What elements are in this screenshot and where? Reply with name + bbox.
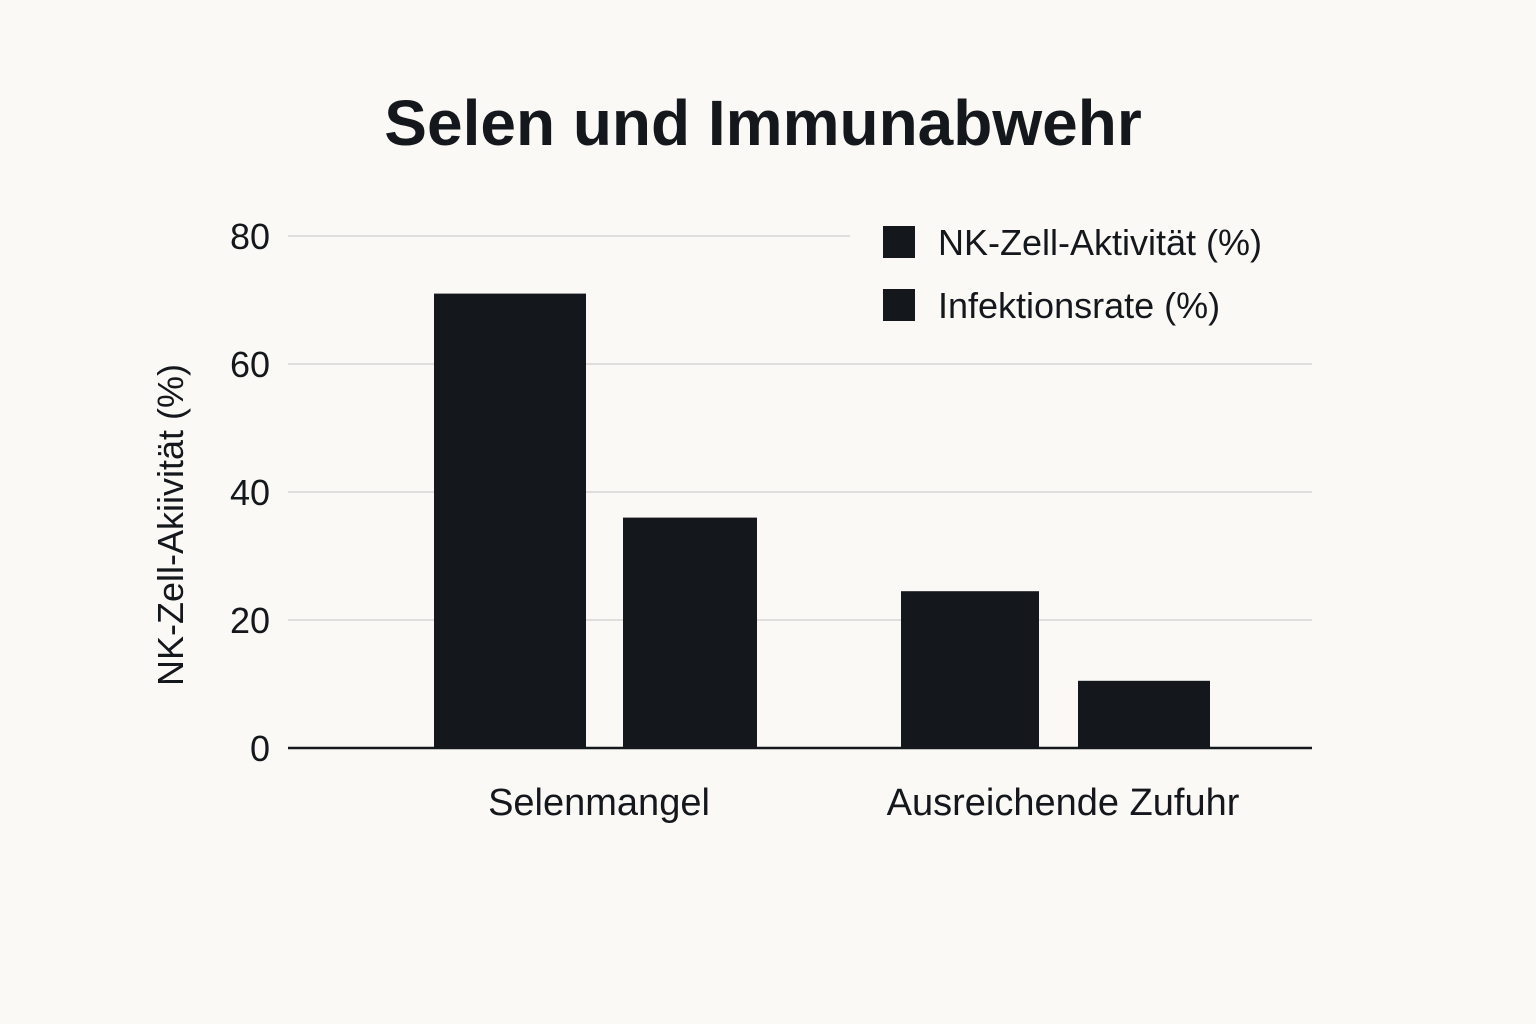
y-axis-label: NK-Zell-Akiivität (%)	[150, 364, 191, 686]
bar-nk-zell-aktivitaet-selenmangel	[434, 293, 586, 748]
y-tick-label: 20	[230, 600, 270, 641]
x-axis-categories: Selenmangel Ausreichende Zufuhr	[488, 782, 1240, 824]
bar-infektionsrate-selenmangel	[623, 517, 757, 748]
x-category-label: Selenmangel	[488, 782, 710, 824]
y-tick-label: 40	[230, 472, 270, 513]
bar-nk-zell-aktivitaet-ausreichende-zufuhr	[901, 591, 1039, 748]
legend-swatch	[883, 289, 915, 321]
legend-label: NK-Zell-Aktivität (%)	[938, 222, 1262, 263]
bar-infektionsrate-ausreichende-zufuhr	[1078, 680, 1210, 748]
legend: NK-Zell-Aktivität (%) Infektionsrate (%)	[883, 222, 1262, 326]
y-tick-label: 0	[250, 728, 270, 769]
bars	[434, 293, 1210, 748]
y-axis-ticks: 0 20 40 60 80	[230, 216, 270, 769]
chart-title: Selen und Immunabwehr	[384, 87, 1141, 159]
x-category-label: Ausreichende Zufuhr	[887, 782, 1240, 824]
legend-swatch	[883, 226, 915, 258]
y-tick-label: 80	[230, 216, 270, 257]
y-tick-label: 60	[230, 344, 270, 385]
legend-label: Infektionsrate (%)	[938, 285, 1220, 326]
